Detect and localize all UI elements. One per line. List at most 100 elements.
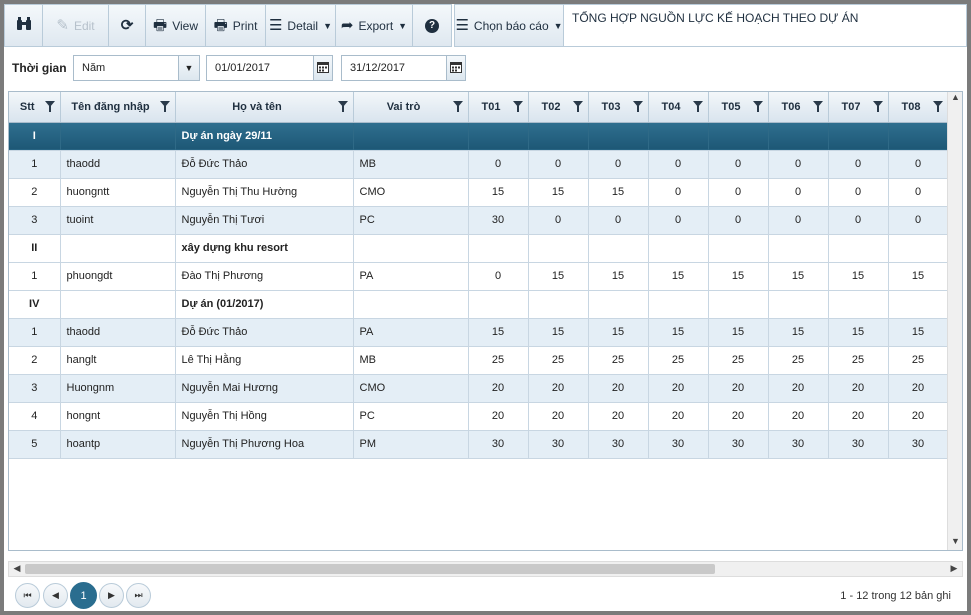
- last-page-button[interactable]: ⏭: [126, 583, 151, 608]
- fullname-cell: Nguyễn Mai Hương: [175, 374, 354, 403]
- page-button-current[interactable]: 1: [70, 582, 97, 609]
- empty-cell: [353, 234, 469, 263]
- empty-cell: [648, 122, 709, 151]
- data-table: Stt Tên đăng nhập Họ và tên Vai trò T01 T02 T0…: [9, 92, 949, 459]
- month-value-cell: 20: [648, 402, 709, 431]
- column-header[interactable]: Tên đăng nhập: [60, 92, 176, 123]
- report-title: TỔNG HỢP NGUỒN LỰC KẾ HOẠCH THEO DỰ ÁN: [564, 4, 967, 47]
- edit-button[interactable]: ✎ Edit: [43, 5, 109, 46]
- month-value-cell: 0: [588, 150, 649, 179]
- role-cell: PC: [353, 206, 469, 235]
- print-button[interactable]: 🖶 Print: [206, 5, 266, 46]
- filter-funnel-icon[interactable]: [44, 101, 55, 112]
- last-page-icon: ⏭: [134, 590, 143, 600]
- column-header[interactable]: Họ và tên: [175, 92, 354, 123]
- column-header[interactable]: T06: [768, 92, 829, 123]
- filter-funnel-icon[interactable]: [692, 101, 703, 112]
- username-cell: thaodd: [60, 150, 176, 179]
- month-value-cell: 20: [648, 374, 709, 403]
- column-header-label: Vai trò: [386, 100, 421, 113]
- filter-bar: Thời gian Năm ▼ 01/01/2017 31/12/2017: [4, 54, 967, 82]
- filter-funnel-icon[interactable]: [512, 101, 523, 112]
- column-header[interactable]: T01: [468, 92, 529, 123]
- filter-funnel-icon[interactable]: [572, 101, 583, 112]
- fullname-cell: Đỗ Đức Thảo: [175, 318, 354, 347]
- next-page-button[interactable]: ▶: [99, 583, 124, 608]
- filter-funnel-icon[interactable]: [932, 101, 943, 112]
- month-value-cell: 20: [768, 402, 829, 431]
- list-icon: ☰: [268, 17, 283, 34]
- table-row[interactable]: 3 Huongnm Nguyễn Mai Hương CMO 20 20 20 20 20 20 2…: [9, 374, 949, 403]
- column-header-label: T03: [601, 100, 621, 113]
- search-button[interactable]: [5, 5, 43, 46]
- choose-report-button[interactable]: ☰ Chọn báo cáo ▼: [455, 5, 563, 46]
- username-cell: huongntt: [60, 178, 176, 207]
- stt-cell: 1: [9, 318, 61, 347]
- detail-button[interactable]: ☰ Detail ▼: [266, 5, 336, 46]
- column-header[interactable]: Vai trò: [353, 92, 469, 123]
- table-row[interactable]: 1 phuongdt Đào Thị Phương PA 0 15 15 15 15 15 15 15: [9, 262, 949, 291]
- table-row[interactable]: 2 hanglt Lê Thị Hằng MB 25 25 25 25 25 25 25 25: [9, 346, 949, 375]
- table-row[interactable]: 1 thaodd Đỗ Đức Thảo MB 0 0 0 0 0 0 0 0: [9, 150, 949, 179]
- filter-funnel-icon[interactable]: [337, 101, 348, 112]
- horizontal-scrollbar[interactable]: ◀ ▶: [8, 561, 963, 577]
- empty-cell: [528, 234, 589, 263]
- period-select[interactable]: Năm: [73, 55, 179, 81]
- role-cell: MB: [353, 150, 469, 179]
- view-button[interactable]: 🖶 View: [146, 5, 206, 46]
- vertical-scrollbar[interactable]: ▲ ▼: [947, 92, 962, 550]
- to-date-input[interactable]: 31/12/2017: [341, 55, 447, 81]
- from-date-picker-button[interactable]: [313, 55, 333, 81]
- fullname-cell: Nguyễn Thị Tươi: [175, 206, 354, 235]
- column-header-label: T02: [541, 100, 561, 113]
- table-row[interactable]: 2 huongntt Nguyễn Thị Thu Hường CMO 15 15 15 0 0…: [9, 178, 949, 207]
- print-icon: 🖶: [213, 17, 228, 34]
- to-date-picker-button[interactable]: [446, 55, 466, 81]
- scroll-left-icon[interactable]: ◀: [13, 563, 21, 573]
- month-value-cell: 0: [468, 262, 529, 291]
- filter-funnel-icon[interactable]: [632, 101, 643, 112]
- filter-funnel-icon[interactable]: [872, 101, 883, 112]
- month-value-cell: 20: [768, 374, 829, 403]
- table-row[interactable]: 1 thaodd Đỗ Đức Thảo PA 15 15 15 15 15 15 15 15: [9, 318, 949, 347]
- table-row[interactable]: 4 hongnt Nguyễn Thị Hồng PC 20 20 20 20 20 20 20 20: [9, 402, 949, 431]
- username-cell: tuoint: [60, 206, 176, 235]
- column-header[interactable]: T07: [828, 92, 889, 123]
- column-header[interactable]: T02: [528, 92, 589, 123]
- first-page-button[interactable]: ⏮: [15, 583, 40, 608]
- refresh-button[interactable]: ⟳: [109, 5, 146, 46]
- filter-funnel-icon[interactable]: [752, 101, 763, 112]
- from-date-input[interactable]: 01/01/2017: [206, 55, 314, 81]
- header-row: Stt Tên đăng nhập Họ và tên Vai trò T01 T02 T0…: [9, 92, 949, 123]
- scroll-right-icon[interactable]: ▶: [950, 563, 958, 573]
- table-row[interactable]: 5 hoantp Nguyễn Thị Phương Hoa PM 30 30 30 30 30…: [9, 430, 949, 459]
- filter-funnel-icon[interactable]: [452, 101, 463, 112]
- table-row[interactable]: 3 tuoint Nguyễn Thị Tươi PC 30 0 0 0 0 0 0 0: [9, 206, 949, 235]
- month-value-cell: 25: [708, 346, 769, 375]
- period-dropdown-button[interactable]: ▼: [178, 55, 200, 81]
- group-row[interactable]: II xây dựng khu resort: [9, 234, 949, 263]
- view-printer-icon: 🖶: [153, 17, 168, 34]
- column-header[interactable]: T04: [648, 92, 709, 123]
- filter-funnel-icon[interactable]: [812, 101, 823, 112]
- help-button[interactable]: ?: [413, 5, 451, 46]
- column-header[interactable]: Stt: [9, 92, 61, 123]
- group-row[interactable]: IV Dự án (01/2017): [9, 290, 949, 319]
- filter-funnel-icon[interactable]: [159, 101, 170, 112]
- empty-cell: [768, 234, 829, 263]
- export-button[interactable]: ➦ Export ▼: [336, 5, 413, 46]
- role-cell: CMO: [353, 374, 469, 403]
- column-header[interactable]: T05: [708, 92, 769, 123]
- empty-cell: [708, 234, 769, 263]
- fullname-cell: Đào Thị Phương: [175, 262, 354, 291]
- scroll-up-icon[interactable]: ▲: [951, 92, 960, 102]
- role-cell: PA: [353, 318, 469, 347]
- group-row[interactable]: I Dự án ngày 29/11: [9, 122, 949, 151]
- empty-cell: [353, 290, 469, 319]
- prev-page-button[interactable]: ◀: [43, 583, 68, 608]
- scroll-down-icon[interactable]: ▼: [951, 536, 960, 546]
- horizontal-scroll-thumb[interactable]: [25, 564, 715, 574]
- column-header[interactable]: T08: [888, 92, 949, 123]
- stt-cell: 3: [9, 206, 61, 235]
- column-header[interactable]: T03: [588, 92, 649, 123]
